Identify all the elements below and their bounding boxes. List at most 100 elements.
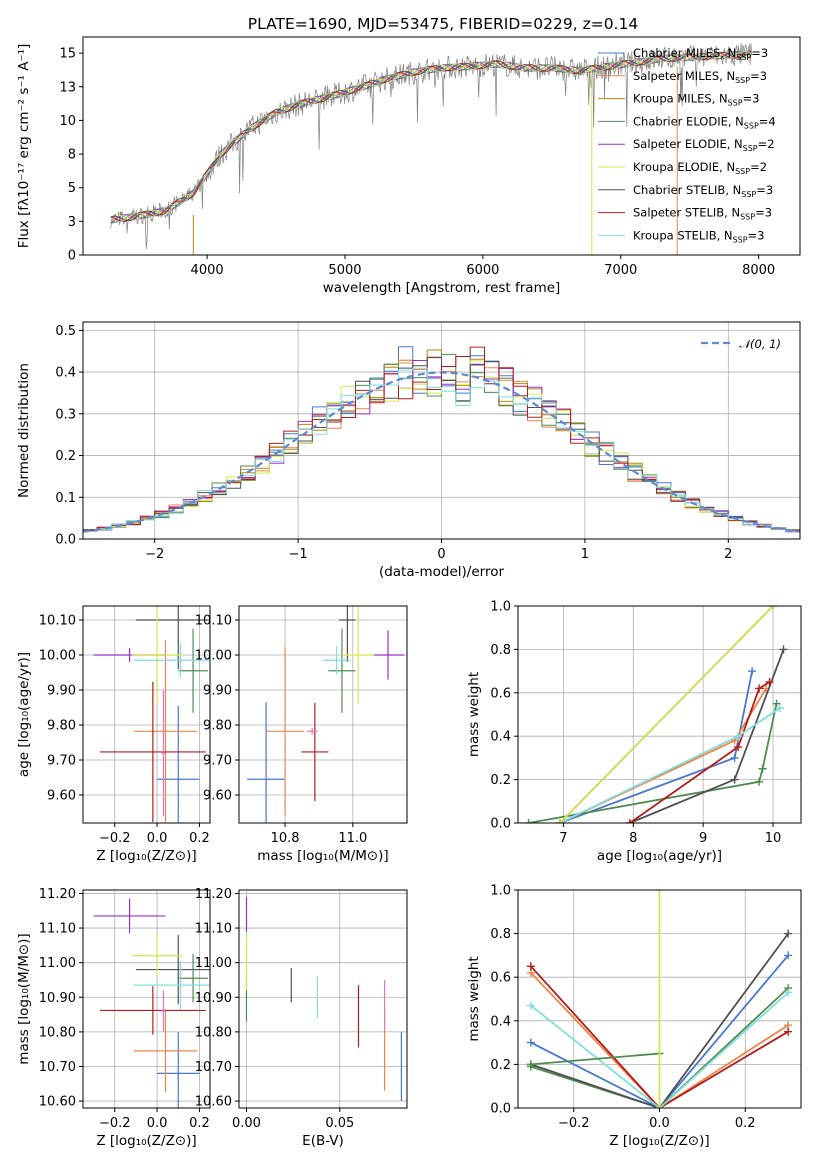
panel-mass-weight-vs-age: 7 8 9 10 0.0 0.2 0.4 0.6 0.8 1.0 age [log₁₀(age/yr… [466,600,802,864]
y-tick-label: 0.4 [55,366,76,381]
panel-age-vs-Z: −0.2 0.0 0.2 9.60 9.70 9.80 9.90 10.00 10.10 Z [l… [16,605,211,864]
y-tick-label: 0.8 [490,643,511,658]
y-tick-label: 0.2 [55,449,76,464]
y-axis-label: mass weight [466,956,482,1041]
legend-label: Kroupa STELIB, NSSP=3 [633,228,764,244]
x-axis-label: Z [log₁₀(Z/Z⊙)] [96,1133,196,1149]
y-tick-label: 10 [59,114,76,129]
spectrum-data-line [110,43,753,250]
x-axis-label: wavelength [Angstrom, rest frame] [323,280,561,296]
weight-marker [526,1060,535,1069]
x-axis-label: (data-model)/error [379,564,505,580]
y-tick-label: 0.2 [490,773,511,788]
x-tick-label: 10.8 [271,831,300,846]
x-tick-label: 0.2 [189,831,210,846]
weight-marker [784,1027,793,1036]
y-tick-label: 0 [68,249,76,264]
x-tick-label: 0.00 [232,1116,261,1131]
y-tick-label: 9.70 [203,754,232,769]
y-tick-label: 10.60 [39,1095,76,1110]
y-tick-label: 0.6 [490,686,511,701]
weight-marker [755,777,764,786]
y-tick-label: 10.00 [195,649,232,664]
weight-marker [784,951,793,960]
y-tick-label: 0.0 [490,1102,511,1117]
x-axis-label: mass [log₁₀(M/M⊙)] [257,848,388,864]
legend-label: Chabrier STELIB, NSSP=3 [633,183,773,199]
y-tick-label: 0.8 [490,927,511,942]
axes-frame [82,889,211,1109]
y-tick-label: 10.10 [195,614,232,629]
weight-line [629,681,771,823]
weight-line [528,703,778,823]
legend-label: Salpeter MILES, NSSP=3 [633,69,767,85]
x-tick-label: 6000 [466,263,499,278]
legend-label: Kroupa ELODIE, NSSP=2 [633,160,767,176]
x-tick-label: 4000 [191,263,224,278]
y-tick-label: 1.0 [490,884,511,899]
normal-curve [83,371,800,533]
y-tick-label: 9.80 [47,719,76,734]
axes-frame [517,605,802,824]
x-axis-label: Z [log₁₀(Z/Z⊙)] [609,1133,709,1149]
weight-marker [730,753,739,762]
x-tick-label: 0.0 [147,1116,168,1131]
y-axis-label: Normed distribution [16,363,32,498]
y-tick-label: 9.90 [47,684,76,699]
x-tick-label: 0.2 [735,1116,756,1131]
y-tick-label: 11.10 [195,922,232,937]
x-tick-label: 0.2 [189,1116,210,1131]
axes-frame [82,605,211,824]
spectrum-legend: Chabrier MILES, NSSP=3 Salpeter MILES, NS… [598,46,776,244]
x-tick-label: 0.0 [649,1116,670,1131]
weight-line [530,991,789,1108]
plot-area [526,890,793,1108]
x-axis-label: age [log₁₀(age/yr)] [597,848,722,864]
axes-frame [238,605,408,824]
x-tick-label: 11.0 [338,831,367,846]
y-tick-label: 10.70 [195,1060,232,1075]
legend-label: Kroupa MILES, NSSP=3 [633,92,759,108]
plot-area [83,346,800,533]
legend-label: Salpeter STELIB, NSSP=3 [633,206,772,222]
y-tick-label: 10.80 [39,1025,76,1040]
weight-marker [769,606,778,610]
weight-marker [526,962,535,971]
axes-frame [82,36,801,256]
weight-marker [555,819,564,823]
x-tick-label: 0.05 [325,1116,354,1131]
y-axis-label: Flux [fλ10⁻¹⁷ erg cm⁻² s⁻¹ A⁻¹] [16,44,32,249]
y-tick-label: 11.00 [195,956,232,971]
y-tick-label: 9.60 [47,789,76,804]
y-tick-label: 9.80 [203,719,232,734]
axes-frame [517,889,802,1109]
legend-label: Salpeter ELODIE, NSSP=2 [633,137,775,153]
legend-label: Chabrier ELODIE, NSSP=4 [633,114,776,130]
weight-line [530,972,789,1108]
plot-area [93,898,210,1108]
y-tick-label: 11.20 [195,887,232,902]
y-tick-label: 11.00 [39,956,76,971]
plot-area [524,606,788,823]
panel-mass-vs-EBV: 0.00 0.05 10.60 10.70 10.80 10.90 11.00 11.10 11… [195,887,408,1149]
x-tick-label: 8 [629,831,637,846]
weight-marker [779,645,788,654]
axes-frame [238,889,408,1109]
x-tick-label: −0.2 [99,831,131,846]
weight-line [559,606,774,823]
panel-mass-vs-Z: −0.2 0.0 0.2 10.60 10.70 10.80 10.90 11.00 11.10… [16,887,211,1149]
x-tick-label: −2 [145,547,164,562]
weight-marker [730,775,739,784]
y-tick-label: 11.20 [39,887,76,902]
y-tick-label: 0.4 [490,730,511,745]
x-axis-label: Z [log₁₀(Z/Z⊙)] [96,848,196,864]
spectrum-model-line [110,51,752,222]
x-tick-label: 5000 [328,263,361,278]
y-tick-label: 0.5 [55,324,76,339]
y-axis-label: mass [log₁₀(M/M⊙)] [16,933,32,1064]
weight-marker [524,819,533,823]
weight-marker [776,703,785,712]
weight-marker [755,684,764,693]
weight-marker [765,677,774,686]
